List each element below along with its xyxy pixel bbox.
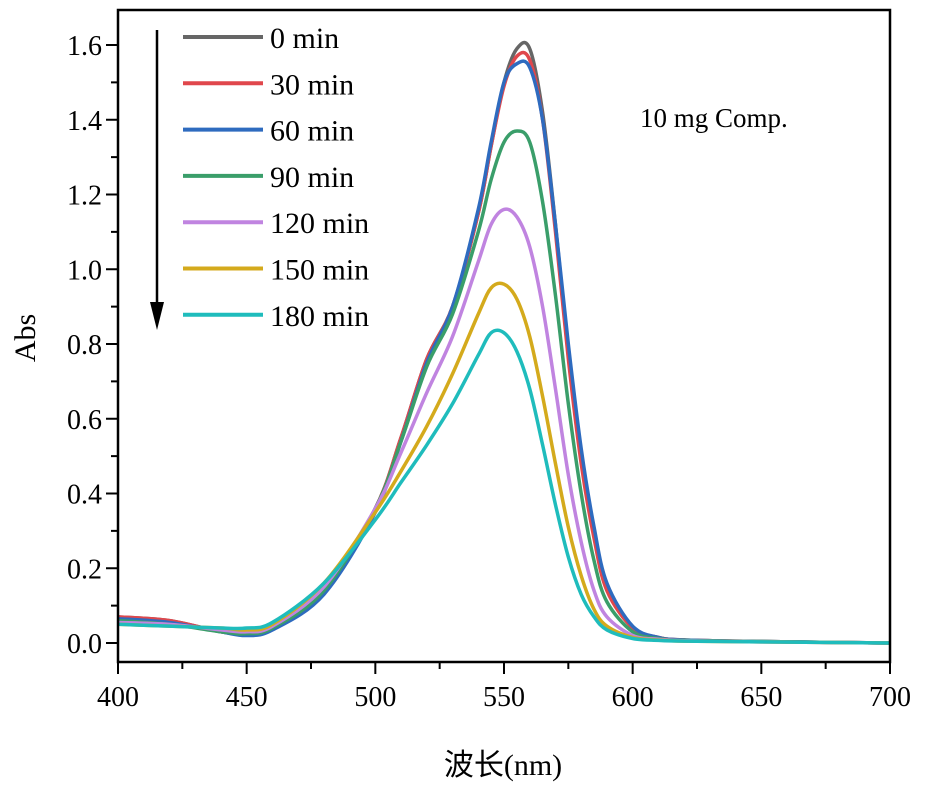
y-tick-label: 1.0: [67, 255, 102, 286]
legend-label: 180 min: [270, 300, 369, 333]
legend-label: 120 min: [270, 207, 369, 240]
legend-label: 0 min: [270, 22, 339, 55]
annotation-label: 10 mg Comp.: [640, 103, 788, 133]
series-line-90-min: [117, 129, 891, 645]
y-tick-label: 0.8: [67, 330, 102, 361]
series-line-60-min: [117, 59, 891, 645]
x-tick-label: 700: [869, 682, 911, 713]
y-tick-label: 1.6: [67, 31, 102, 62]
x-axis-label: 波长(nm): [444, 749, 562, 782]
x-tick-label: 450: [226, 682, 268, 713]
trend-arrow: [150, 30, 164, 330]
legend-label: 90 min: [270, 161, 354, 194]
y-axis-label: Abs: [9, 314, 42, 362]
y-tick-label: 1.2: [67, 181, 102, 212]
legend-label: 150 min: [270, 254, 369, 287]
y-tick-label: 1.4: [67, 106, 102, 137]
x-tick-label: 650: [740, 682, 782, 713]
x-tick-label: 600: [612, 682, 654, 713]
series-line-120-min: [117, 207, 891, 645]
series-lines: [117, 40, 891, 645]
y-tick-label: 0.6: [67, 405, 102, 436]
legend-label: 30 min: [270, 68, 354, 101]
legend: 0 min 30 min 60 min 90 min 120 min 150 min 180…: [183, 22, 369, 333]
axes: 0.0 0.2 0.4 0.6 0.8 1.0 1.2 1.4 1.6 400 450 500 550 6…: [67, 31, 911, 713]
x-tick-label: 400: [97, 682, 139, 713]
series-line-180-min: [117, 328, 891, 645]
y-tick-label: 0.2: [67, 554, 102, 585]
y-tick-label: 0.0: [67, 629, 102, 660]
x-tick-label: 500: [354, 682, 396, 713]
legend-label: 60 min: [270, 115, 354, 148]
y-tick-label: 0.4: [67, 480, 102, 511]
x-tick-label: 550: [483, 682, 525, 713]
series-line-150-min: [117, 281, 891, 645]
